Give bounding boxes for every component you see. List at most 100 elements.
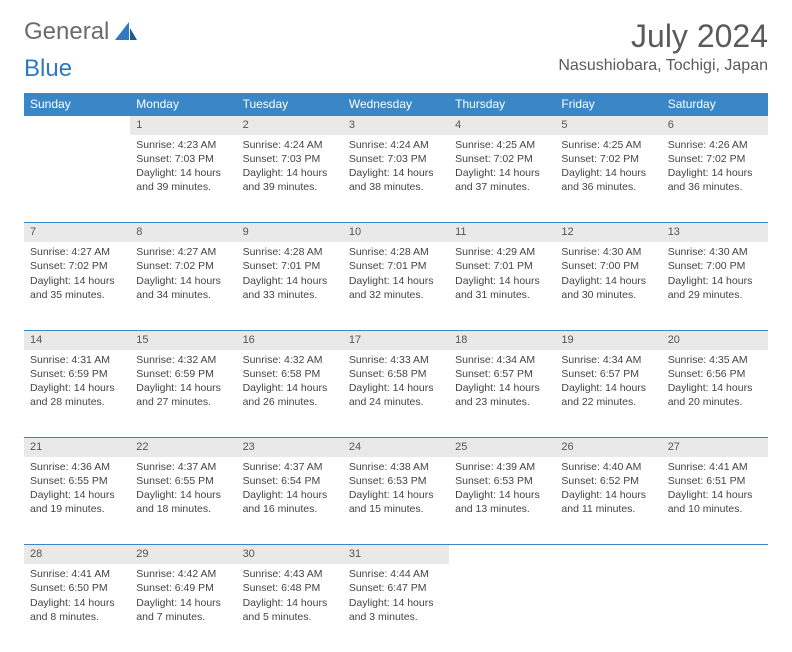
sunset-text: Sunset: 7:01 PM bbox=[349, 259, 443, 273]
day2-text: and 37 minutes. bbox=[455, 180, 549, 194]
day-content-row: Sunrise: 4:27 AMSunset: 7:02 PMDaylight:… bbox=[24, 242, 768, 330]
day2-text: and 23 minutes. bbox=[455, 395, 549, 409]
day2-text: and 36 minutes. bbox=[668, 180, 762, 194]
day-content-cell: Sunrise: 4:28 AMSunset: 7:01 PMDaylight:… bbox=[237, 242, 343, 330]
day-content-row: Sunrise: 4:41 AMSunset: 6:50 PMDaylight:… bbox=[24, 564, 768, 652]
sunrise-text: Sunrise: 4:44 AM bbox=[349, 567, 443, 581]
sunrise-text: Sunrise: 4:39 AM bbox=[455, 460, 549, 474]
day2-text: and 13 minutes. bbox=[455, 502, 549, 516]
day-number-cell: 25 bbox=[449, 438, 555, 457]
weekday-header: Monday bbox=[130, 93, 236, 116]
sunrise-text: Sunrise: 4:43 AM bbox=[243, 567, 337, 581]
day-number-cell bbox=[449, 545, 555, 564]
sunrise-text: Sunrise: 4:41 AM bbox=[668, 460, 762, 474]
day-content-cell: Sunrise: 4:24 AMSunset: 7:03 PMDaylight:… bbox=[237, 135, 343, 223]
day-content-cell: Sunrise: 4:41 AMSunset: 6:51 PMDaylight:… bbox=[662, 457, 768, 545]
sunset-text: Sunset: 7:02 PM bbox=[30, 259, 124, 273]
day-number-cell: 15 bbox=[130, 330, 236, 349]
day-number-cell: 10 bbox=[343, 223, 449, 242]
sunset-text: Sunset: 7:02 PM bbox=[561, 152, 655, 166]
weekday-header: Sunday bbox=[24, 93, 130, 116]
day-content-cell: Sunrise: 4:25 AMSunset: 7:02 PMDaylight:… bbox=[449, 135, 555, 223]
day-number-cell: 26 bbox=[555, 438, 661, 457]
day-content-cell: Sunrise: 4:30 AMSunset: 7:00 PMDaylight:… bbox=[662, 242, 768, 330]
day-content-cell: Sunrise: 4:33 AMSunset: 6:58 PMDaylight:… bbox=[343, 350, 449, 438]
day-number-cell: 9 bbox=[237, 223, 343, 242]
sunrise-text: Sunrise: 4:34 AM bbox=[561, 353, 655, 367]
day-number-cell bbox=[555, 545, 661, 564]
day-content-cell: Sunrise: 4:43 AMSunset: 6:48 PMDaylight:… bbox=[237, 564, 343, 652]
day2-text: and 26 minutes. bbox=[243, 395, 337, 409]
day-content-cell: Sunrise: 4:37 AMSunset: 6:55 PMDaylight:… bbox=[130, 457, 236, 545]
day-number-row: 123456 bbox=[24, 116, 768, 135]
sunrise-text: Sunrise: 4:25 AM bbox=[561, 138, 655, 152]
sunrise-text: Sunrise: 4:40 AM bbox=[561, 460, 655, 474]
sunrise-text: Sunrise: 4:24 AM bbox=[243, 138, 337, 152]
sunset-text: Sunset: 7:03 PM bbox=[136, 152, 230, 166]
sunrise-text: Sunrise: 4:37 AM bbox=[136, 460, 230, 474]
sunrise-text: Sunrise: 4:27 AM bbox=[30, 245, 124, 259]
sunrise-text: Sunrise: 4:38 AM bbox=[349, 460, 443, 474]
day1-text: Daylight: 14 hours bbox=[136, 596, 230, 610]
sunset-text: Sunset: 7:02 PM bbox=[668, 152, 762, 166]
day-number-cell: 21 bbox=[24, 438, 130, 457]
logo-sail-icon bbox=[115, 22, 137, 42]
day1-text: Daylight: 14 hours bbox=[243, 166, 337, 180]
day-number-cell: 1 bbox=[130, 116, 236, 135]
day1-text: Daylight: 14 hours bbox=[561, 381, 655, 395]
sunset-text: Sunset: 7:00 PM bbox=[561, 259, 655, 273]
day-content-cell: Sunrise: 4:25 AMSunset: 7:02 PMDaylight:… bbox=[555, 135, 661, 223]
day-number-cell: 8 bbox=[130, 223, 236, 242]
day1-text: Daylight: 14 hours bbox=[349, 274, 443, 288]
day-content-cell: Sunrise: 4:23 AMSunset: 7:03 PMDaylight:… bbox=[130, 135, 236, 223]
sunrise-text: Sunrise: 4:41 AM bbox=[30, 567, 124, 581]
day-number-cell: 23 bbox=[237, 438, 343, 457]
sunset-text: Sunset: 7:02 PM bbox=[136, 259, 230, 273]
day2-text: and 28 minutes. bbox=[30, 395, 124, 409]
day2-text: and 39 minutes. bbox=[136, 180, 230, 194]
sunrise-text: Sunrise: 4:24 AM bbox=[349, 138, 443, 152]
day2-text: and 16 minutes. bbox=[243, 502, 337, 516]
sunrise-text: Sunrise: 4:28 AM bbox=[349, 245, 443, 259]
day-number-cell: 4 bbox=[449, 116, 555, 135]
day1-text: Daylight: 14 hours bbox=[243, 596, 337, 610]
day1-text: Daylight: 14 hours bbox=[455, 166, 549, 180]
day-content-cell bbox=[24, 135, 130, 223]
sunset-text: Sunset: 6:47 PM bbox=[349, 581, 443, 595]
sunrise-text: Sunrise: 4:23 AM bbox=[136, 138, 230, 152]
day-content-cell: Sunrise: 4:44 AMSunset: 6:47 PMDaylight:… bbox=[343, 564, 449, 652]
day-content-cell: Sunrise: 4:28 AMSunset: 7:01 PMDaylight:… bbox=[343, 242, 449, 330]
day-number-cell: 27 bbox=[662, 438, 768, 457]
sunrise-text: Sunrise: 4:42 AM bbox=[136, 567, 230, 581]
day2-text: and 11 minutes. bbox=[561, 502, 655, 516]
day-number-cell bbox=[24, 116, 130, 135]
day-content-cell: Sunrise: 4:27 AMSunset: 7:02 PMDaylight:… bbox=[130, 242, 236, 330]
day-content-cell: Sunrise: 4:29 AMSunset: 7:01 PMDaylight:… bbox=[449, 242, 555, 330]
day-content-cell: Sunrise: 4:30 AMSunset: 7:00 PMDaylight:… bbox=[555, 242, 661, 330]
day-number-cell: 29 bbox=[130, 545, 236, 564]
day-content-cell bbox=[662, 564, 768, 652]
sunset-text: Sunset: 6:54 PM bbox=[243, 474, 337, 488]
day-content-cell: Sunrise: 4:32 AMSunset: 6:58 PMDaylight:… bbox=[237, 350, 343, 438]
day1-text: Daylight: 14 hours bbox=[30, 274, 124, 288]
day-content-cell: Sunrise: 4:39 AMSunset: 6:53 PMDaylight:… bbox=[449, 457, 555, 545]
day-content-cell: Sunrise: 4:38 AMSunset: 6:53 PMDaylight:… bbox=[343, 457, 449, 545]
day1-text: Daylight: 14 hours bbox=[136, 381, 230, 395]
day-number-cell: 11 bbox=[449, 223, 555, 242]
day1-text: Daylight: 14 hours bbox=[243, 274, 337, 288]
sunrise-text: Sunrise: 4:30 AM bbox=[561, 245, 655, 259]
day2-text: and 35 minutes. bbox=[30, 288, 124, 302]
day-number-cell: 30 bbox=[237, 545, 343, 564]
day-number-row: 21222324252627 bbox=[24, 438, 768, 457]
day-number-cell: 18 bbox=[449, 330, 555, 349]
day-content-cell bbox=[555, 564, 661, 652]
day-content-cell: Sunrise: 4:24 AMSunset: 7:03 PMDaylight:… bbox=[343, 135, 449, 223]
day1-text: Daylight: 14 hours bbox=[561, 274, 655, 288]
day-number-row: 14151617181920 bbox=[24, 330, 768, 349]
day2-text: and 34 minutes. bbox=[136, 288, 230, 302]
day1-text: Daylight: 14 hours bbox=[668, 274, 762, 288]
day-number-cell: 17 bbox=[343, 330, 449, 349]
day2-text: and 31 minutes. bbox=[455, 288, 549, 302]
day1-text: Daylight: 14 hours bbox=[668, 166, 762, 180]
day2-text: and 24 minutes. bbox=[349, 395, 443, 409]
